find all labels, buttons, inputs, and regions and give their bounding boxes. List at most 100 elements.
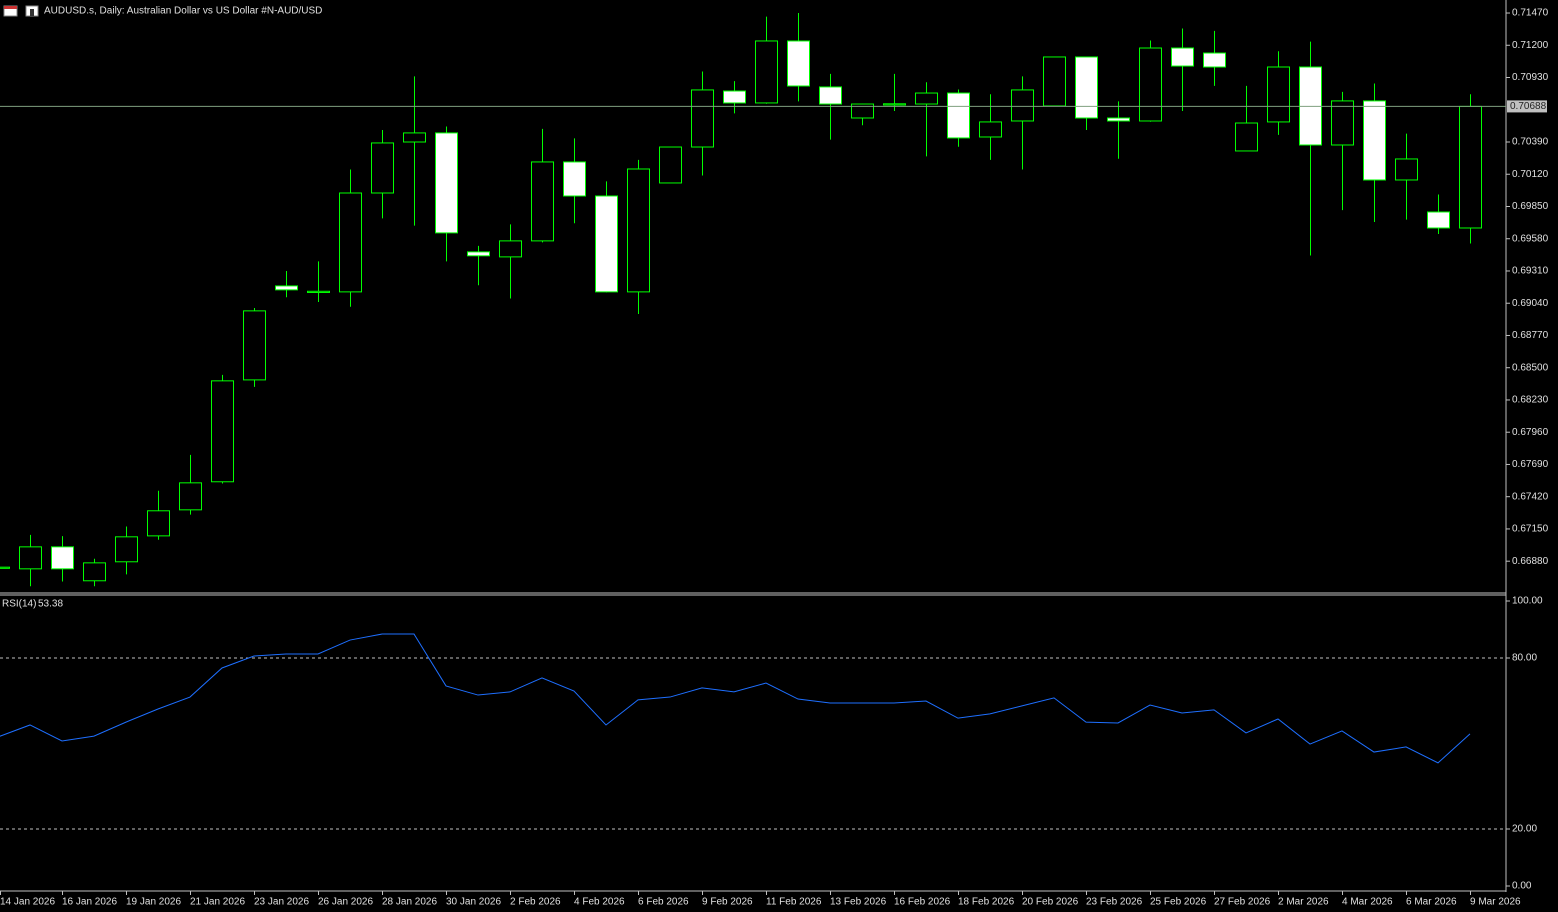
x-tick-label: 21 Jan 2026 — [190, 897, 245, 908]
candle-body — [755, 40, 778, 104]
x-tick-label: 23 Feb 2026 — [1086, 897, 1143, 908]
candle-body — [147, 510, 170, 537]
y-tick-label: 20.00 — [1512, 824, 1537, 835]
x-tick-label: 23 Jan 2026 — [254, 897, 309, 908]
candle-body — [1363, 100, 1386, 181]
x-tick-label: 9 Mar 2026 — [1470, 897, 1521, 908]
x-tick-label: 27 Feb 2026 — [1214, 897, 1271, 908]
candle-body — [435, 132, 458, 234]
y-tick-label: 0.68500 — [1512, 362, 1549, 373]
candle-body — [1171, 47, 1194, 67]
candle-body — [115, 536, 138, 563]
candle-body — [1395, 158, 1418, 181]
candle-body — [275, 285, 298, 291]
candle-body — [339, 192, 362, 293]
icon — [4, 6, 17, 9]
candle-body — [1331, 100, 1354, 146]
x-tick-label: 16 Feb 2026 — [894, 897, 951, 908]
candle-body — [1427, 211, 1450, 229]
candle-body — [915, 92, 938, 105]
x-tick-label: 19 Jan 2026 — [126, 897, 181, 908]
y-tick-label: 0.70390 — [1512, 137, 1549, 148]
candle-body — [1107, 117, 1130, 122]
x-tick-label: 11 Feb 2026 — [766, 897, 822, 908]
y-tick-label: 0.00 — [1512, 881, 1532, 892]
candle-body — [179, 482, 202, 511]
y-tick-label: 0.69850 — [1512, 201, 1549, 212]
y-tick-label: 0.66880 — [1512, 556, 1549, 567]
x-tick-label: 30 Jan 2026 — [446, 897, 501, 908]
candle-body — [371, 142, 394, 194]
candle-body — [1011, 89, 1034, 122]
y-tick-label: 100.00 — [1512, 596, 1543, 607]
x-tick-label: 6 Feb 2026 — [638, 897, 689, 908]
candle-body — [211, 380, 234, 483]
y-tick-label: 0.67420 — [1512, 491, 1549, 502]
candle-body — [531, 161, 554, 242]
candle-body — [563, 161, 586, 197]
candle-body — [979, 121, 1002, 138]
y-tick-label: 80.00 — [1512, 653, 1537, 664]
y-tick-label: 0.70930 — [1512, 72, 1549, 83]
x-tick-label: 16 Jan 2026 — [62, 897, 117, 908]
candle-body — [627, 168, 650, 293]
x-tick-label: 20 Feb 2026 — [1022, 897, 1079, 908]
candle-body — [19, 546, 42, 570]
y-tick-label: 0.68230 — [1512, 395, 1549, 406]
candle-body — [595, 195, 618, 293]
indicator-value: 53.38 — [38, 599, 63, 610]
y-tick-label: 0.71200 — [1512, 40, 1549, 51]
indicator-title: RSI(14) — [2, 599, 36, 610]
x-tick-label: 25 Feb 2026 — [1150, 897, 1207, 908]
candle-body — [851, 103, 874, 119]
y-tick-label: 0.71470 — [1512, 8, 1549, 19]
candle-body — [723, 90, 746, 104]
candle-body — [403, 132, 426, 143]
x-tick-label: 28 Jan 2026 — [382, 897, 437, 908]
candle-body — [787, 40, 810, 87]
candle-body — [1139, 47, 1162, 122]
candle-body — [659, 146, 682, 184]
candle-body — [1075, 56, 1098, 119]
candle-body — [1043, 56, 1066, 107]
y-tick-label: 0.68770 — [1512, 330, 1549, 341]
y-tick-label: 0.70120 — [1512, 169, 1549, 180]
candle-body — [243, 310, 266, 381]
y-tick-label: 0.69580 — [1512, 233, 1549, 244]
candle-body — [691, 89, 714, 148]
rsi-line — [0, 633, 1471, 764]
x-tick-label: 9 Feb 2026 — [702, 897, 753, 908]
y-tick-label: 0.67690 — [1512, 459, 1549, 470]
last-price-box — [1507, 100, 1547, 113]
candle-body — [499, 240, 522, 258]
x-tick-label: 4 Mar 2026 — [1342, 897, 1393, 908]
symbol-icons — [3, 5, 39, 17]
candle-body — [0, 566, 10, 569]
x-tick-label: 2 Feb 2026 — [510, 897, 561, 908]
candle-body — [1459, 105, 1482, 229]
x-tick-label: 4 Feb 2026 — [574, 897, 625, 908]
x-tick-label: 6 Mar 2026 — [1406, 897, 1457, 908]
candle-body — [1267, 66, 1290, 123]
candle-body — [883, 103, 906, 106]
chart-title: AUDUSD.s, Daily: Australian Dollar vs US… — [44, 6, 322, 17]
y-tick-label: 0.67150 — [1512, 524, 1549, 535]
candle-body — [307, 290, 330, 293]
y-tick-label: 0.67960 — [1512, 427, 1549, 438]
candle-body — [51, 546, 74, 570]
x-tick-label: 26 Jan 2026 — [318, 897, 373, 908]
candle-body — [1203, 52, 1226, 68]
x-tick-label: 14 Jan 2026 — [0, 897, 55, 908]
candle-body — [819, 86, 842, 105]
candle-body — [1235, 122, 1258, 152]
icon — [30, 9, 34, 16]
candle-body — [467, 251, 490, 257]
x-tick-label: 18 Feb 2026 — [958, 897, 1015, 908]
last-price-label: 0.70688 — [1510, 101, 1547, 112]
candle-body — [947, 92, 970, 139]
x-tick-label: 13 Feb 2026 — [830, 897, 887, 908]
candle-body — [83, 562, 106, 582]
